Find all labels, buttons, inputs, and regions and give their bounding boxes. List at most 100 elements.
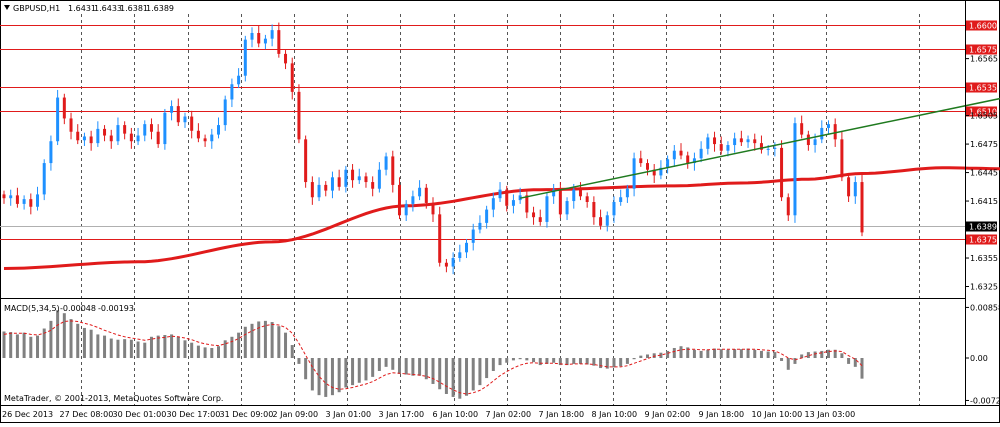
macd-bar	[692, 349, 696, 359]
candle	[49, 135, 53, 171]
grid	[81, 14, 920, 405]
time-label: 13 Jan 03:00	[805, 410, 856, 419]
macd-tick-label: 0.00	[970, 354, 988, 363]
candle	[713, 131, 717, 152]
time-label: 30 Dec 17:00	[167, 410, 221, 419]
candle	[605, 211, 609, 232]
macd-bar	[109, 338, 113, 359]
trendline[interactable]	[519, 55, 1000, 199]
candle	[739, 130, 743, 146]
macd-bar	[666, 350, 670, 359]
macd-bar	[632, 358, 636, 360]
macd-bar	[230, 336, 234, 359]
price-tick-label: 1.6445	[970, 169, 998, 178]
triangle-down-icon[interactable]	[4, 5, 10, 10]
horizontal-levels[interactable]: 1.6600 1.6575 1.6535 1.6510 1.6375 1.6389	[0, 20, 997, 245]
candle	[391, 150, 395, 193]
macd-bar	[156, 335, 160, 359]
candle	[451, 252, 455, 275]
candle	[800, 115, 804, 139]
candle	[250, 27, 254, 48]
macd-bar	[143, 342, 147, 359]
trendline-line[interactable]	[519, 55, 1000, 199]
macd-bar	[465, 358, 469, 396]
macd-bar	[324, 358, 328, 397]
macd-bar	[411, 358, 415, 376]
macd-bar	[290, 345, 294, 359]
macd-bar	[525, 358, 529, 361]
candle	[230, 78, 234, 108]
candle	[89, 130, 93, 151]
candle	[572, 183, 576, 209]
macd-bar	[699, 350, 703, 359]
macd-bar	[686, 347, 690, 359]
macd-header: MACD(5,34,5) -0.00048 -0.00193	[4, 304, 134, 313]
macd-bar	[518, 358, 522, 360]
macd-bar	[29, 336, 33, 359]
candle	[444, 258, 448, 273]
macd-indicator	[2, 310, 864, 399]
macd-bar	[15, 334, 19, 359]
candle	[666, 155, 670, 174]
macd-signal-value: -0.00193	[98, 304, 134, 313]
level-price-label: 1.6375	[969, 236, 997, 245]
candle	[156, 124, 160, 148]
macd-bar	[820, 350, 824, 359]
macd-signal-line	[3, 320, 863, 395]
macd-bar	[498, 358, 502, 366]
macd-bar	[599, 358, 603, 369]
candle	[116, 117, 120, 146]
candle	[853, 176, 857, 204]
level-price-label: 1.6575	[969, 46, 997, 55]
candle	[36, 186, 40, 211]
candle	[498, 182, 502, 202]
candle	[29, 193, 33, 215]
candle	[672, 145, 676, 167]
candle	[324, 181, 328, 197]
candle	[806, 130, 810, 151]
candle	[625, 184, 629, 203]
candle	[726, 141, 730, 157]
low-value: 1.6381	[120, 4, 148, 13]
price-tick-label: 1.6505	[970, 112, 998, 121]
candle	[290, 57, 294, 100]
candle	[9, 189, 13, 206]
macd-bar	[397, 358, 401, 374]
candle	[458, 244, 462, 262]
candle	[364, 172, 368, 188]
macd-bar	[639, 355, 643, 359]
candle	[190, 110, 194, 139]
candle	[491, 192, 495, 218]
price-tick-label: 1.6475	[970, 140, 998, 149]
macd-bar	[36, 335, 40, 359]
candle	[62, 93, 66, 125]
macd-bar	[371, 358, 375, 377]
candle	[699, 141, 703, 163]
candle	[243, 35, 247, 82]
candle	[780, 140, 784, 202]
macd-bar	[263, 320, 267, 359]
candle	[793, 117, 797, 223]
candle	[82, 132, 86, 146]
macd-bar	[847, 358, 851, 364]
macd-bar	[310, 358, 314, 391]
level-price-label: 1.6510	[969, 108, 997, 117]
candle	[545, 192, 549, 228]
macd-bar	[217, 346, 220, 359]
time-label: 9 Jan 02:00	[645, 410, 691, 419]
candle	[652, 164, 656, 184]
macd-bar	[42, 328, 46, 359]
macd-bar	[746, 348, 750, 359]
candle	[384, 152, 388, 176]
macd-bar	[505, 358, 509, 363]
macd-bar	[652, 353, 656, 359]
macd-bar	[337, 358, 341, 393]
macd-bar	[257, 321, 261, 359]
copyright-text: MetaTrader, © 2001-2013, MetaQuotes Soft…	[4, 394, 223, 403]
macd-bar	[719, 349, 723, 359]
macd-bar	[739, 349, 743, 359]
macd-bar	[351, 358, 355, 386]
